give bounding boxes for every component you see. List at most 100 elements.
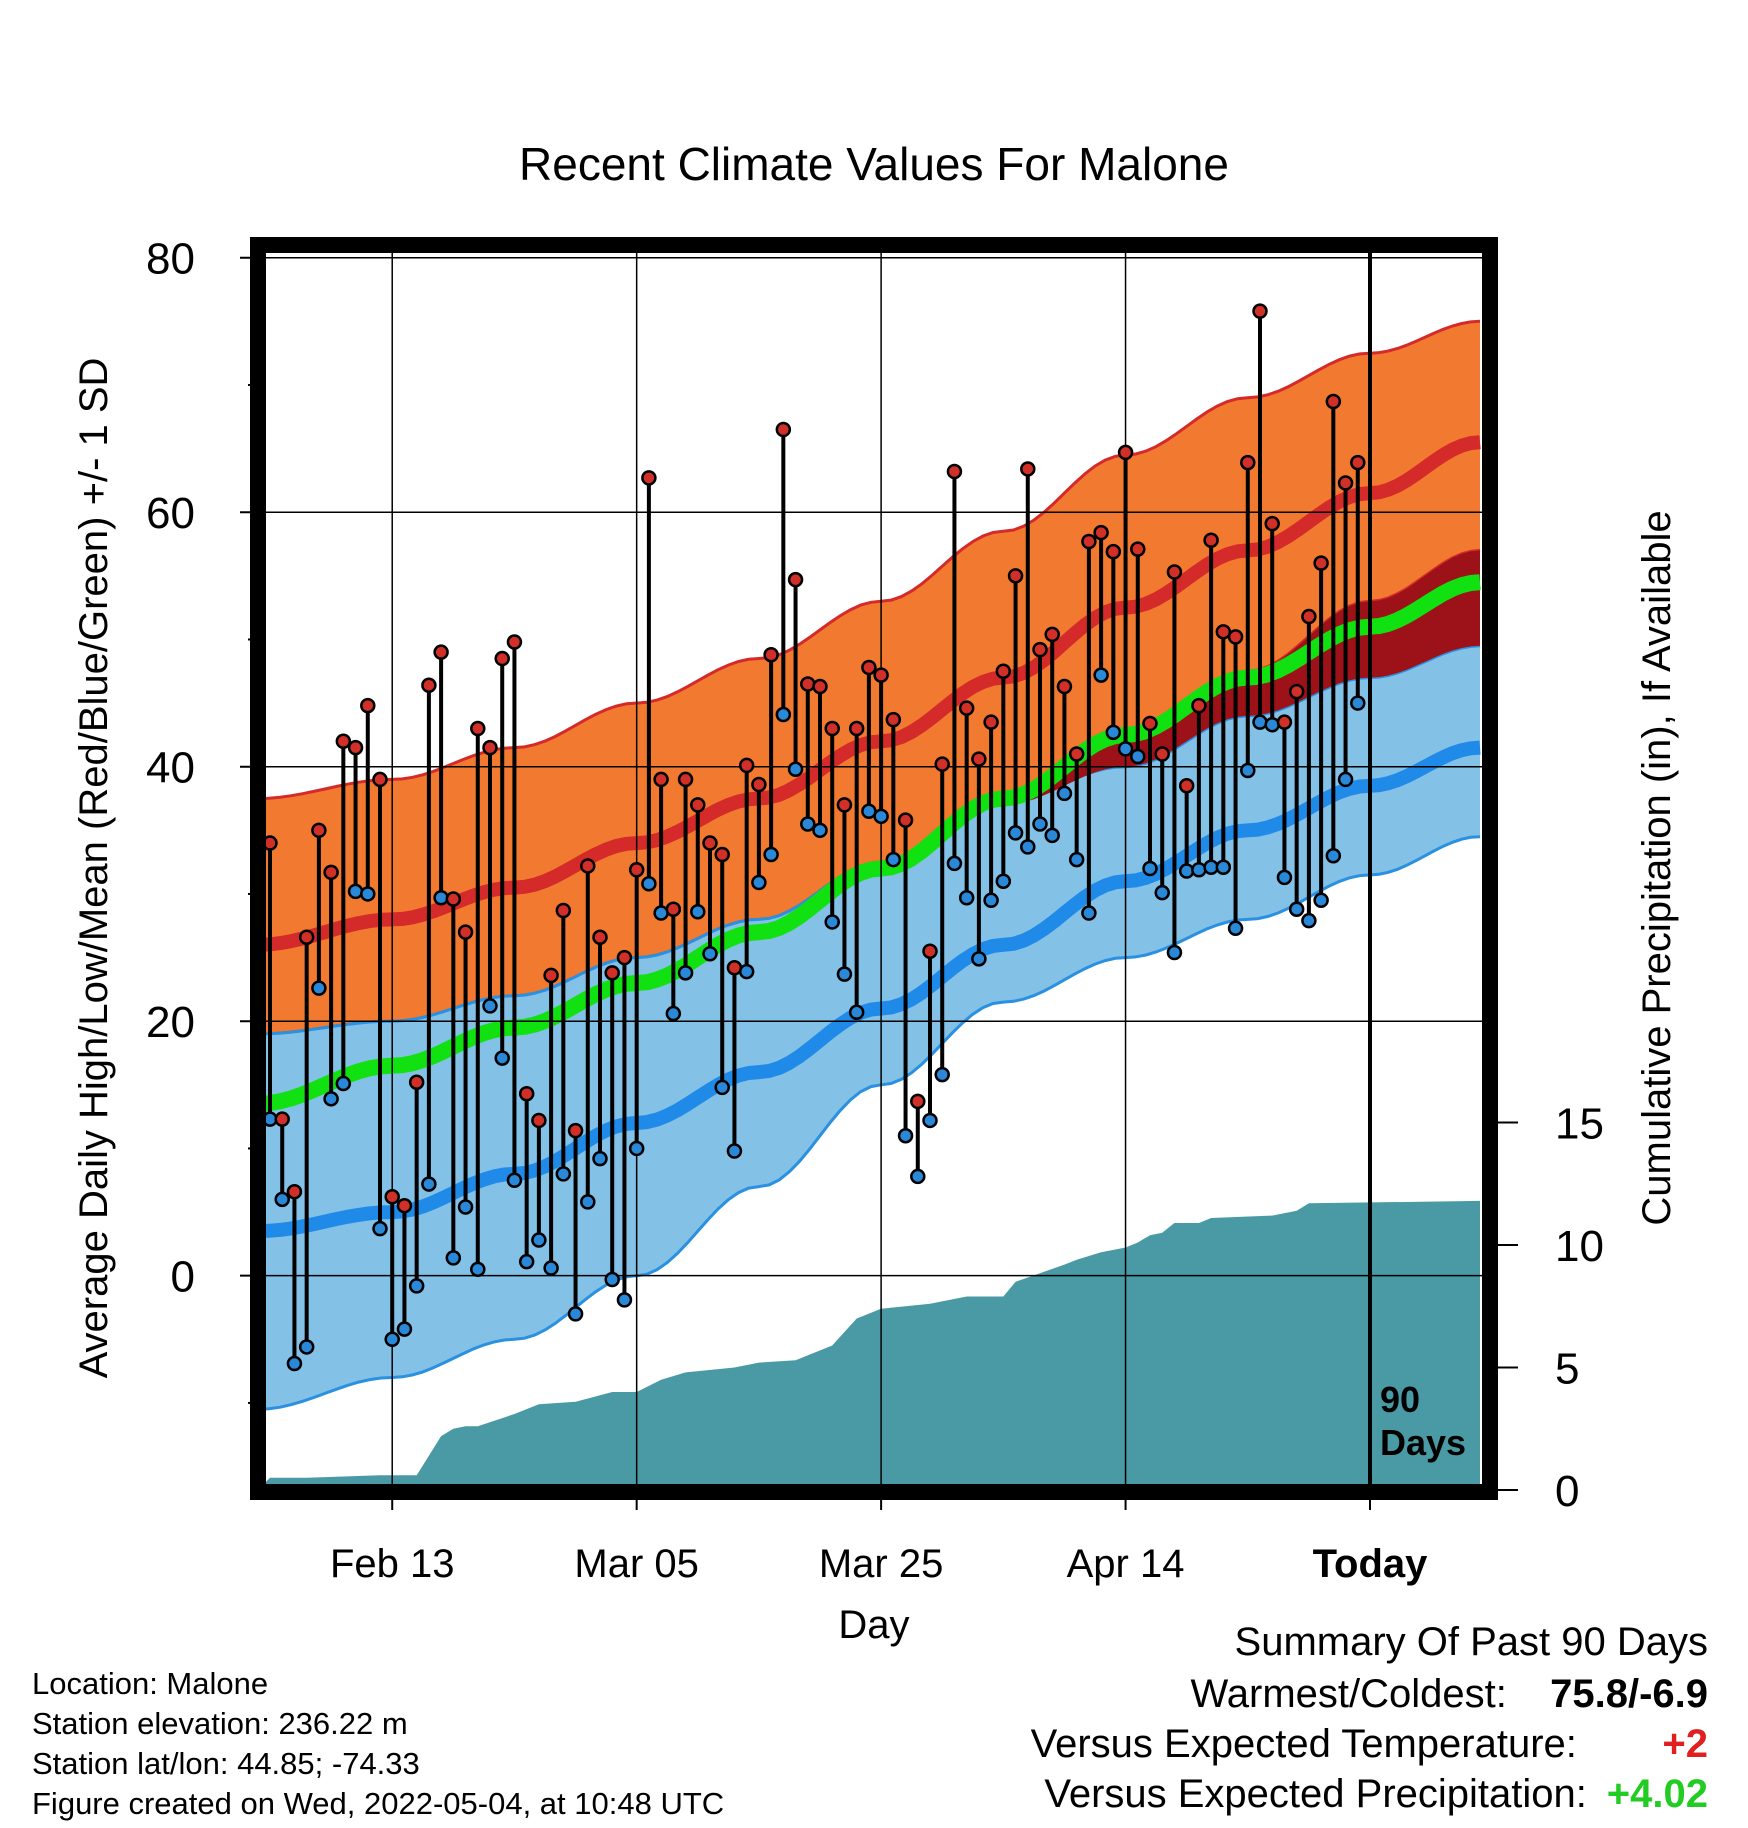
high-point <box>1240 454 1256 471</box>
low-point <box>824 914 840 930</box>
high-point <box>1032 641 1048 658</box>
low-point <box>922 1112 938 1129</box>
high-point <box>738 757 755 774</box>
y2-tick-label: 15 <box>1555 1100 1604 1149</box>
low-point <box>1093 667 1109 683</box>
latlon-label: Station lat/lon: 44.85; -74.33 <box>32 1746 420 1781</box>
today-marker-label: 90 <box>1380 1379 1420 1420</box>
elevation-label: Station elevation: 236.22 m <box>32 1706 408 1741</box>
high-point <box>1203 532 1219 548</box>
low-point <box>286 1355 303 1372</box>
low-point <box>1166 944 1183 961</box>
high-point <box>360 697 376 714</box>
high-point <box>922 943 938 959</box>
y-tick-label: 80 <box>146 235 195 284</box>
high-point <box>910 1093 926 1110</box>
y2-tick-label: 10 <box>1555 1222 1604 1271</box>
x-tick-label: Mar 25 <box>819 1542 944 1586</box>
low-point <box>518 1253 535 1270</box>
high-point <box>1337 475 1354 491</box>
high-point <box>885 711 902 728</box>
plot-frame <box>250 237 1498 1500</box>
high-point <box>836 797 853 813</box>
low-point <box>408 1278 425 1294</box>
precipitation-value: +4.02 <box>1606 1772 1708 1816</box>
high-point <box>482 739 498 756</box>
low-point <box>457 1199 474 1215</box>
high-point <box>983 714 999 730</box>
low-point <box>1337 771 1354 788</box>
low-point <box>1191 862 1207 878</box>
low-point <box>677 965 694 981</box>
high-point <box>311 822 327 839</box>
high-point <box>421 677 437 694</box>
low-point <box>592 1150 608 1167</box>
high-point <box>567 1122 584 1139</box>
low-point <box>958 890 975 906</box>
low-point <box>421 1176 437 1192</box>
y2-tick-label: 0 <box>1555 1467 1579 1516</box>
high-point <box>1325 393 1342 410</box>
low-point <box>372 1220 388 1237</box>
high-point <box>677 771 694 788</box>
y-tick-label: 60 <box>146 489 195 538</box>
high-point <box>298 929 315 945</box>
high-point <box>506 634 523 650</box>
low-point <box>885 851 902 868</box>
high-point <box>690 797 706 813</box>
high-point <box>1117 444 1134 461</box>
high-point <box>1178 778 1195 794</box>
high-point <box>1191 697 1207 714</box>
high-point <box>653 771 669 788</box>
high-point <box>958 700 975 716</box>
high-point <box>824 720 840 737</box>
low-point <box>384 1331 400 1348</box>
y2-tick-label: 5 <box>1555 1345 1579 1394</box>
low-point <box>836 966 853 982</box>
high-point <box>1020 461 1036 477</box>
high-point <box>555 902 572 919</box>
low-point <box>482 998 498 1014</box>
low-point <box>1142 860 1158 877</box>
low-point <box>812 822 828 839</box>
low-point <box>1178 863 1195 879</box>
high-point <box>861 659 877 676</box>
today-marker-label: Days <box>1380 1422 1466 1463</box>
low-point <box>1081 905 1097 921</box>
high-point <box>787 571 804 588</box>
low-point <box>531 1232 547 1248</box>
low-point <box>1240 762 1256 779</box>
high-point <box>408 1074 425 1091</box>
low-point <box>1105 724 1122 741</box>
high-point <box>518 1085 535 1102</box>
low-point <box>628 1140 645 1157</box>
high-point <box>531 1112 547 1129</box>
high-point <box>897 812 914 828</box>
high-point <box>934 756 950 772</box>
high-point <box>592 929 608 945</box>
high-point <box>445 891 462 907</box>
high-point <box>628 862 645 878</box>
low-point <box>1313 892 1329 909</box>
high-point <box>775 421 792 438</box>
high-point <box>873 667 889 683</box>
low-point <box>665 1005 682 1022</box>
high-point <box>1093 524 1109 541</box>
high-point <box>1056 678 1073 695</box>
y2-axis-label: Cumulative Precipitation (in), If Availa… <box>1635 510 1679 1225</box>
high-point <box>274 1111 290 1127</box>
low-point <box>1130 748 1146 765</box>
low-point <box>775 706 792 723</box>
low-point <box>1325 848 1342 864</box>
low-point <box>983 892 999 909</box>
high-point <box>1264 515 1280 532</box>
high-point <box>494 650 510 667</box>
high-point <box>1350 454 1366 471</box>
high-point <box>580 858 596 874</box>
high-point <box>702 835 718 851</box>
high-point <box>457 924 474 940</box>
low-point <box>470 1261 486 1278</box>
low-point <box>1276 869 1293 886</box>
high-point <box>1068 746 1085 762</box>
summary-precipitation: Versus Expected Precipitation: +4.02 <box>1044 1772 1708 1817</box>
